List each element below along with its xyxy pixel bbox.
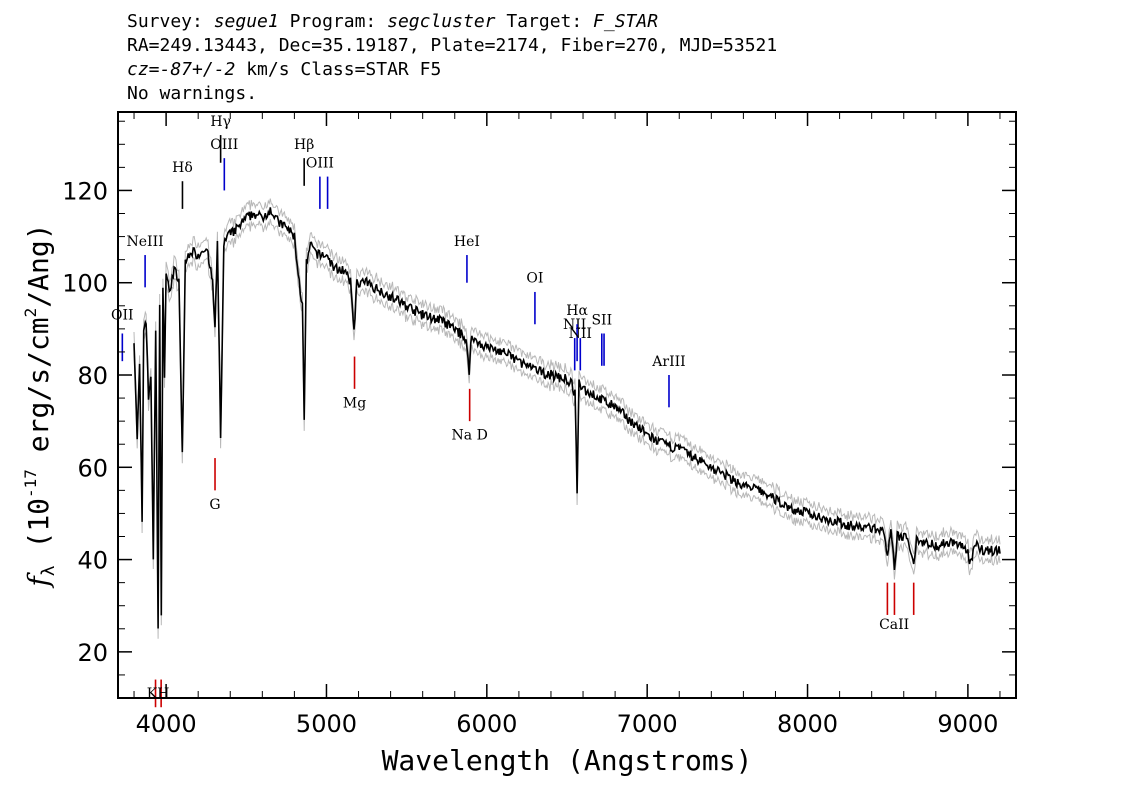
x-tick-label: 4000 bbox=[136, 710, 197, 738]
line-label: Mg bbox=[343, 395, 366, 411]
spectrum-header: Survey: segue1 Program: segcluster Targe… bbox=[127, 10, 777, 106]
line-label: Hδ bbox=[172, 160, 193, 176]
line-label: OIII bbox=[306, 155, 334, 171]
x-axis-title: Wavelength (Angstroms) bbox=[382, 744, 753, 777]
y-axis-title-text: fλ (10-17 erg/s/cm2/Ang) bbox=[21, 223, 59, 588]
plot-frame bbox=[117, 111, 1017, 699]
error-band-upper bbox=[133, 198, 1001, 617]
survey-value: segue1 bbox=[213, 11, 279, 32]
x-tick-label: 8000 bbox=[777, 710, 838, 738]
ylabel-post: /Ang) bbox=[22, 223, 55, 307]
y-tick-label: 120 bbox=[62, 177, 108, 205]
line-label: NII bbox=[569, 326, 592, 342]
header-line-redshift: cz=-87+/-2 km/s Class=STAR F5 bbox=[127, 58, 777, 82]
x-tick-label: 7000 bbox=[617, 710, 678, 738]
line-label: NeIII bbox=[127, 234, 164, 250]
ylabel-mid: erg/s/cm bbox=[22, 317, 55, 469]
line-label: HeI bbox=[454, 234, 480, 250]
target-label: Target: bbox=[506, 11, 583, 32]
x-tick-label: 5000 bbox=[296, 710, 357, 738]
program-value: segcluster bbox=[387, 11, 496, 32]
flux-line bbox=[133, 207, 1001, 629]
y-tick-label: 60 bbox=[77, 454, 108, 482]
header-line-coords: RA=249.13443, Dec=35.19187, Plate=2174, … bbox=[127, 35, 778, 56]
target-value: F_STAR bbox=[593, 11, 659, 32]
line-label: ArIII bbox=[651, 354, 685, 370]
flux-series bbox=[133, 207, 1001, 629]
line-label: Hβ bbox=[294, 137, 314, 153]
line-label: Hγ bbox=[210, 114, 231, 130]
line-label: OIII bbox=[210, 137, 238, 153]
line-label: OI bbox=[526, 271, 543, 287]
y-tick-label: 20 bbox=[77, 639, 108, 667]
header-line-warnings: No warnings. bbox=[127, 83, 258, 104]
class-text: km/s Class=STAR F5 bbox=[235, 59, 442, 80]
line-label: SII bbox=[591, 312, 612, 328]
cz-value: cz=-87+/-2 bbox=[127, 59, 236, 80]
line-label: OII bbox=[111, 308, 134, 324]
ylabel-pre: (10 bbox=[22, 498, 55, 565]
ylabel-lambda: λ bbox=[38, 565, 59, 576]
y-tick-label: 100 bbox=[62, 270, 108, 298]
line-label: CaII bbox=[879, 617, 909, 633]
y-tick-label: 80 bbox=[77, 362, 108, 390]
line-label: Na D bbox=[452, 428, 488, 444]
x-tick-label: 6000 bbox=[456, 710, 517, 738]
ylabel-exp1: -17 bbox=[21, 469, 40, 498]
ylabel-exp2: 2 bbox=[21, 308, 40, 318]
y-tick-label: 40 bbox=[77, 547, 108, 575]
line-label: Hα bbox=[566, 303, 588, 319]
axis-ticks: 4000 5000 6000 7000 8000 9000 20 40 60 80 100 120 bbox=[62, 112, 1016, 738]
error-band-lower bbox=[133, 218, 1001, 639]
line-label: G bbox=[209, 497, 220, 513]
program-label: Program: bbox=[289, 11, 377, 32]
flux-error-band bbox=[133, 198, 1001, 639]
survey-label: Survey: bbox=[127, 11, 203, 32]
y-axis-title: fλ (10-17 erg/s/cm2/Ang) bbox=[21, 223, 59, 588]
x-tick-label: 9000 bbox=[937, 710, 998, 738]
header-line-survey: Survey: segue1 Program: segcluster Targe… bbox=[127, 10, 777, 34]
line-label: NII bbox=[563, 317, 586, 333]
